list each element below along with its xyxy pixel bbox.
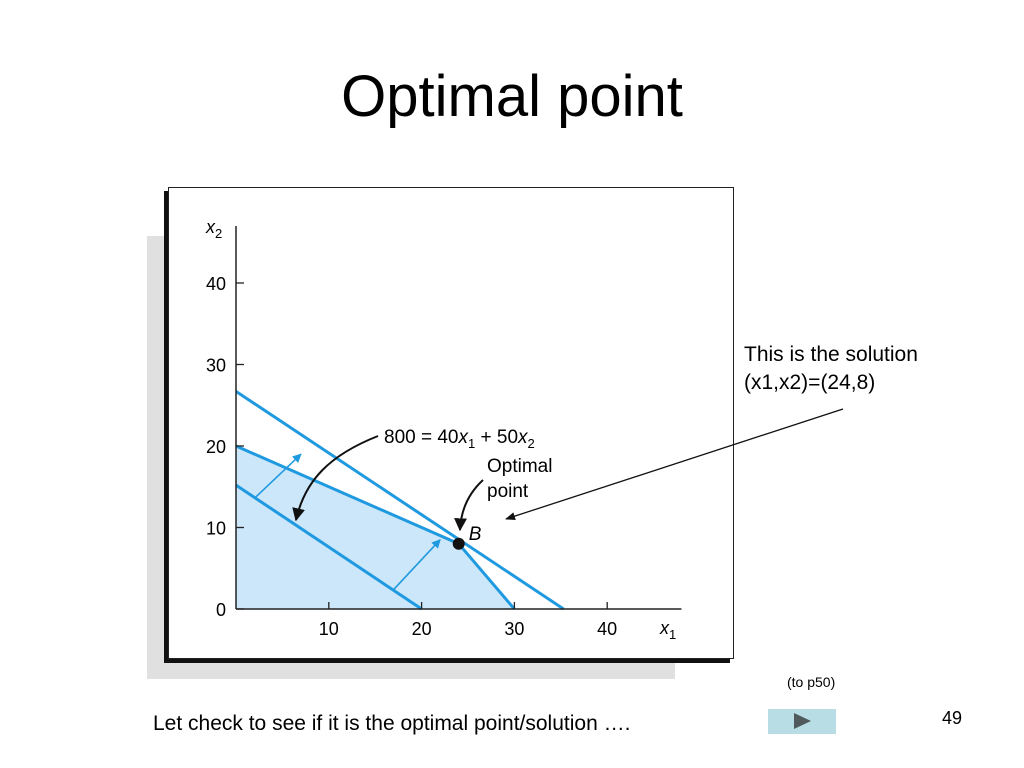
reference-link[interactable]: (to p50) <box>787 674 836 690</box>
page-number: 49 <box>942 708 963 728</box>
objective-function-label: 800 = 40x1 + 50x2 <box>384 427 535 451</box>
y-tick-label: 0 <box>216 600 226 620</box>
y-tick-label: 30 <box>206 356 226 376</box>
feasible-region <box>236 446 515 609</box>
x-tick-label: 10 <box>319 619 339 639</box>
point-b-label: B <box>469 524 482 545</box>
optimal-callout-arrow <box>454 479 484 532</box>
x-tick-label: 40 <box>597 619 617 639</box>
solution-annotation: This is the solution (x1,x2)=(24,8) <box>744 341 918 397</box>
optimal-point-label-line2: point <box>487 481 529 502</box>
y-axis-label: x2 <box>205 217 222 241</box>
next-slide-button[interactable] <box>768 709 836 734</box>
solution-annotation-line1: This is the solution <box>744 343 918 366</box>
x-axis-label: x1 <box>659 618 676 642</box>
y-tick-label: 20 <box>206 437 226 457</box>
constraint-line-3 <box>457 542 516 610</box>
constraint-line-4 <box>235 483 423 611</box>
axis-ticks: 10 20 30 40 0 10 20 30 40 <box>206 274 617 639</box>
x-tick-label: 20 <box>412 619 432 639</box>
constraint-line-2 <box>235 444 460 546</box>
direction-arrows <box>254 453 441 590</box>
y-tick-label: 10 <box>206 519 226 539</box>
constraint-line-1 <box>235 390 565 611</box>
solution-pointer-arrow <box>505 408 844 521</box>
y-tick-label: 40 <box>206 274 226 294</box>
optimal-point-marker <box>452 537 465 550</box>
optimal-point-label-line1: Optimal <box>487 456 552 477</box>
direction-arrow-2 <box>393 539 441 590</box>
bottom-caption: Let check to see if it is the optimal po… <box>153 712 631 735</box>
slide-title: Optimal point <box>341 64 683 129</box>
x-tick-label: 30 <box>504 619 524 639</box>
direction-arrow-1 <box>254 453 302 499</box>
constraint-lines <box>235 390 565 611</box>
play-triangle-icon <box>794 713 811 729</box>
objective-callout-arrow <box>292 435 379 522</box>
solution-annotation-line2: (x1,x2)=(24,8) <box>744 371 876 394</box>
